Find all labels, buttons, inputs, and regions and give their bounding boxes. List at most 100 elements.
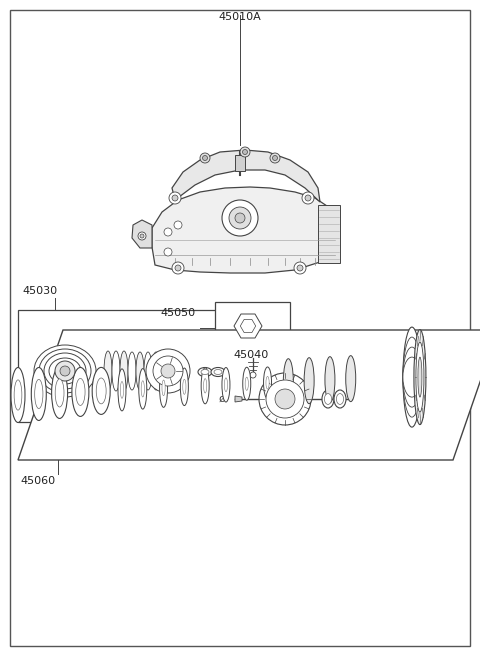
Circle shape xyxy=(140,234,144,238)
Ellipse shape xyxy=(222,367,230,402)
Ellipse shape xyxy=(152,352,160,390)
Circle shape xyxy=(153,356,183,386)
Polygon shape xyxy=(235,396,242,402)
Circle shape xyxy=(294,262,306,274)
Circle shape xyxy=(229,207,251,229)
Circle shape xyxy=(275,389,295,409)
Circle shape xyxy=(259,373,311,425)
Ellipse shape xyxy=(403,327,421,427)
Circle shape xyxy=(273,155,277,161)
Circle shape xyxy=(302,192,314,204)
Ellipse shape xyxy=(136,352,144,390)
Ellipse shape xyxy=(104,351,112,391)
Bar xyxy=(228,362,358,437)
Ellipse shape xyxy=(346,356,356,401)
Ellipse shape xyxy=(201,368,209,404)
Circle shape xyxy=(222,200,258,236)
Polygon shape xyxy=(18,330,480,460)
Circle shape xyxy=(138,232,146,240)
Ellipse shape xyxy=(120,351,128,391)
Text: 45060: 45060 xyxy=(20,476,55,486)
Bar xyxy=(318,205,340,263)
Ellipse shape xyxy=(159,368,168,407)
Polygon shape xyxy=(240,319,256,333)
Ellipse shape xyxy=(336,394,344,404)
Circle shape xyxy=(242,150,248,155)
Text: 45030: 45030 xyxy=(22,286,57,296)
Circle shape xyxy=(250,372,256,378)
Ellipse shape xyxy=(49,358,81,384)
Circle shape xyxy=(200,153,210,163)
Ellipse shape xyxy=(44,353,86,389)
Ellipse shape xyxy=(92,367,110,415)
Ellipse shape xyxy=(198,367,212,377)
Ellipse shape xyxy=(96,378,106,404)
Circle shape xyxy=(164,228,172,236)
Circle shape xyxy=(266,380,304,418)
Circle shape xyxy=(174,221,182,229)
Ellipse shape xyxy=(180,368,188,405)
Ellipse shape xyxy=(245,377,248,390)
Ellipse shape xyxy=(128,352,136,390)
Ellipse shape xyxy=(183,379,186,394)
Circle shape xyxy=(270,153,280,163)
Ellipse shape xyxy=(334,390,346,408)
Ellipse shape xyxy=(266,377,269,389)
Ellipse shape xyxy=(264,367,272,398)
Ellipse shape xyxy=(403,337,421,417)
Ellipse shape xyxy=(76,379,85,405)
Circle shape xyxy=(169,192,181,204)
Circle shape xyxy=(55,361,75,381)
Circle shape xyxy=(235,213,245,223)
Ellipse shape xyxy=(120,382,123,398)
Circle shape xyxy=(172,195,178,201)
Ellipse shape xyxy=(118,369,126,411)
Circle shape xyxy=(146,349,190,393)
Ellipse shape xyxy=(112,351,120,391)
Ellipse shape xyxy=(325,357,335,403)
Circle shape xyxy=(175,265,181,271)
Polygon shape xyxy=(172,150,320,202)
Text: 45010A: 45010A xyxy=(218,12,262,22)
Circle shape xyxy=(60,366,70,376)
Ellipse shape xyxy=(214,369,222,375)
Ellipse shape xyxy=(211,367,225,377)
Ellipse shape xyxy=(414,329,426,424)
Ellipse shape xyxy=(51,367,68,419)
Ellipse shape xyxy=(243,367,251,400)
Ellipse shape xyxy=(11,367,25,422)
Ellipse shape xyxy=(144,352,152,390)
Circle shape xyxy=(161,364,175,378)
Ellipse shape xyxy=(162,380,165,396)
Circle shape xyxy=(305,195,311,201)
Ellipse shape xyxy=(416,342,424,412)
Ellipse shape xyxy=(139,369,147,409)
Ellipse shape xyxy=(283,359,293,405)
Ellipse shape xyxy=(324,394,332,404)
Ellipse shape xyxy=(34,345,96,397)
Ellipse shape xyxy=(224,378,228,392)
Bar xyxy=(235,155,245,171)
Bar xyxy=(215,302,290,354)
Ellipse shape xyxy=(304,358,314,403)
Ellipse shape xyxy=(141,380,144,397)
Ellipse shape xyxy=(204,379,207,393)
Bar xyxy=(18,310,216,422)
Ellipse shape xyxy=(14,380,22,410)
Circle shape xyxy=(172,262,184,274)
Ellipse shape xyxy=(201,369,209,375)
Ellipse shape xyxy=(418,357,422,397)
Circle shape xyxy=(240,147,250,157)
Circle shape xyxy=(297,265,303,271)
Ellipse shape xyxy=(72,367,89,417)
Ellipse shape xyxy=(31,367,46,420)
Polygon shape xyxy=(234,314,262,338)
Circle shape xyxy=(203,155,207,161)
Ellipse shape xyxy=(403,347,421,407)
Ellipse shape xyxy=(403,357,421,397)
Ellipse shape xyxy=(55,379,64,407)
Text: 45040: 45040 xyxy=(233,350,268,360)
Text: ø: ø xyxy=(218,394,226,404)
Ellipse shape xyxy=(39,349,91,393)
Circle shape xyxy=(164,248,172,256)
